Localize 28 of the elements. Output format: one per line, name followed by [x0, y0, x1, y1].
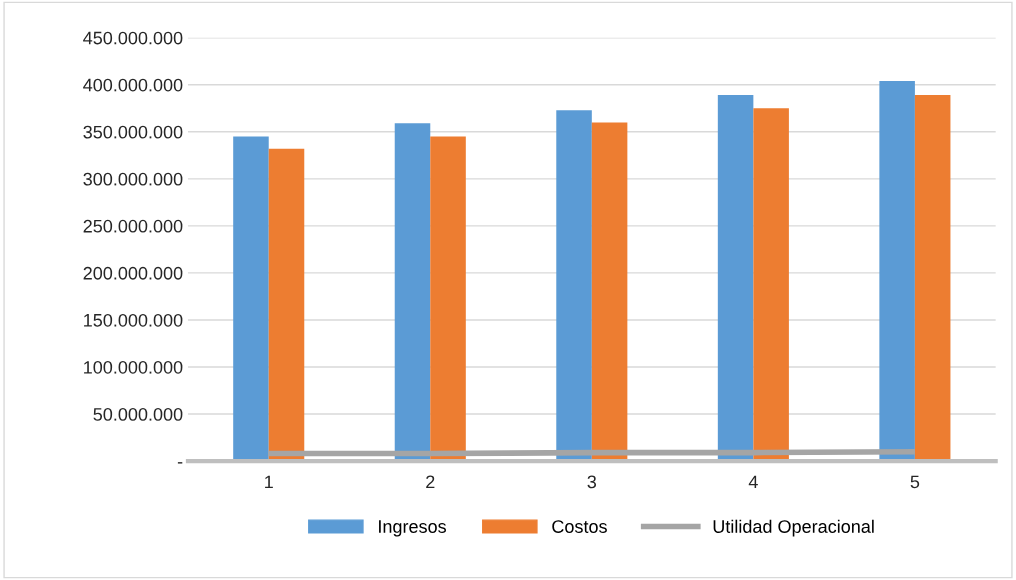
bar — [430, 136, 466, 462]
y-tick-label: 200.000.000 — [83, 266, 183, 280]
legend-label: Costos — [552, 520, 607, 533]
bar — [914, 95, 951, 462]
bar — [268, 148, 305, 462]
x-tick-label: 4 — [748, 475, 758, 489]
y-tick-label: 300.000.000 — [83, 172, 183, 186]
y-tick-label: 150.000.000 — [84, 313, 183, 327]
x-tick-label: 2 — [426, 475, 435, 489]
bar — [879, 80, 915, 462]
y-tick-label: 450.000.000 — [83, 31, 183, 45]
x-tick-label: 1 — [265, 475, 273, 489]
y-tick-label: - — [177, 462, 183, 464]
bar — [556, 110, 592, 462]
bar — [591, 122, 628, 462]
y-tick-label: 250.000.000 — [83, 219, 183, 233]
x-tick-label: 3 — [587, 475, 597, 489]
y-tick-label: 100.000.000 — [84, 360, 183, 374]
x-tick-label: 5 — [910, 475, 920, 489]
y-tick-label: 400.000.000 — [83, 78, 183, 92]
legend-label: Utilidad Operacional — [713, 519, 874, 537]
bar — [233, 136, 269, 462]
y-tick-label: 50.000.000 — [93, 407, 183, 421]
bar — [717, 95, 754, 462]
bar — [394, 123, 431, 462]
bar — [753, 108, 789, 462]
y-tick-label: 350.000.000 — [83, 125, 183, 139]
legend-label: Ingresos — [379, 520, 446, 537]
